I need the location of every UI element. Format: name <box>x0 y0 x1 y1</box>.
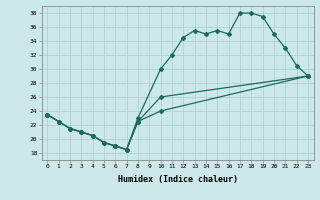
X-axis label: Humidex (Indice chaleur): Humidex (Indice chaleur) <box>118 175 237 184</box>
